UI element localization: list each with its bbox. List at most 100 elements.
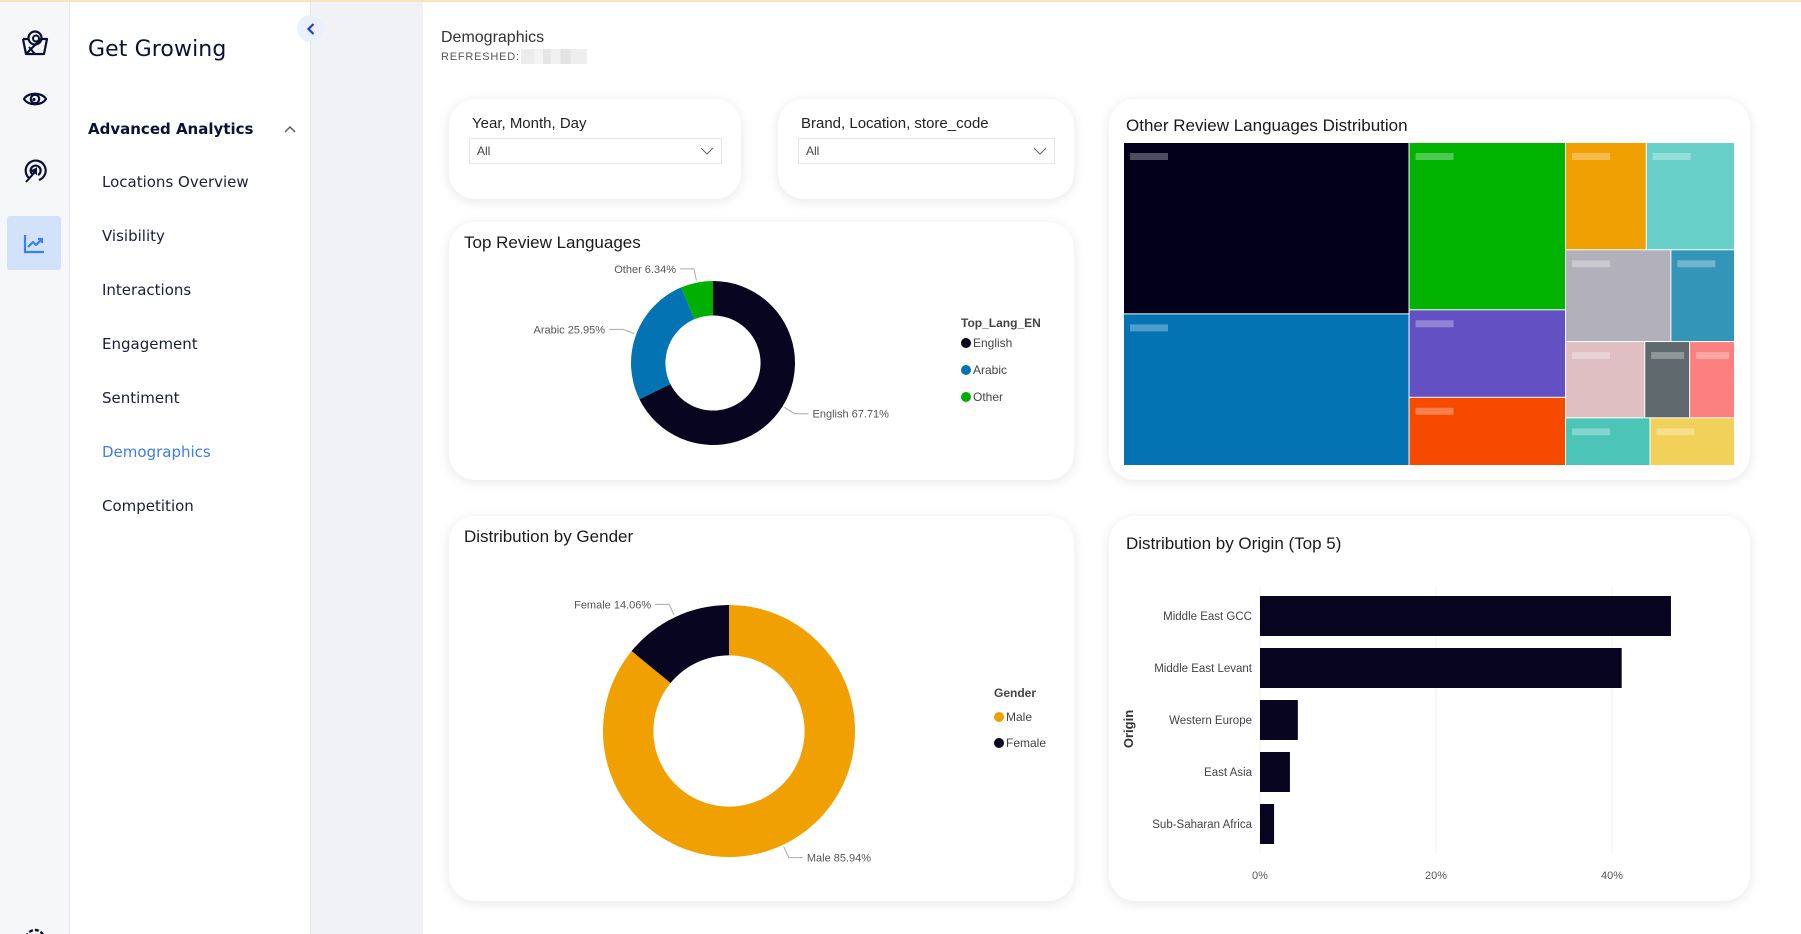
nav-item-demographics[interactable]: Demographics [102,443,211,461]
bar-middle-east-gcc[interactable] [1260,596,1671,636]
filter-card-date: Year, Month, Day All [449,99,741,199]
bar-middle-east-levant[interactable] [1260,648,1622,688]
trend-chart-icon [23,235,44,254]
nav-item-sentiment[interactable]: Sentiment [102,389,180,407]
treemap-tile[interactable] [1124,143,1409,314]
treemap-tile-label-redacted [1652,153,1691,160]
treemap-tile-label-redacted [1677,260,1716,268]
leader-line [655,603,675,616]
bar-western-europe[interactable] [1260,700,1298,740]
leader-line [680,268,697,281]
rail-interactions-button[interactable] [0,144,70,198]
donut-slice-arabic[interactable] [631,287,695,400]
treemap-tile-label-redacted [1651,352,1685,360]
donut-slice-english[interactable] [639,281,795,445]
chevron-down-icon [700,147,714,155]
leader-line [784,406,809,415]
origin-distribution-card: Distribution by Origin (Top 5) Middle Ea… [1109,516,1750,901]
treemap-tile[interactable] [1650,418,1734,465]
legend-title: Top_Lang_EN [961,316,1041,330]
dropdown-value: All [477,144,491,158]
nav-item-interactions[interactable]: Interactions [102,281,192,299]
filter-label: Year, Month, Day [472,115,587,132]
treemap-tile[interactable] [1671,250,1734,342]
basket-logo-icon [21,30,49,56]
legend-item-other[interactable]: Other [973,390,1003,404]
treemap-tile[interactable] [1566,418,1650,465]
languages-donut-chart: English 67.71% Arabic 25.95% Other 6.34% T… [534,264,1041,445]
legend-item-english[interactable]: English [973,336,1012,350]
treemap-tile[interactable] [1566,143,1646,250]
gender-distribution-card: Distribution by Gender Male 85.94% Female… [449,516,1074,901]
data-label: English 67.71% [813,409,890,421]
nav-item-locations-overview[interactable]: Locations Overview [102,173,249,191]
treemap-tile[interactable] [1409,397,1566,465]
legend-swatch [961,392,971,402]
dropdown-value: All [806,144,820,158]
chevron-up-icon [284,126,296,133]
data-label: Other 6.34% [614,264,676,276]
x-tick-label: 0% [1252,870,1268,882]
treemap-tile-label-redacted [1572,153,1611,160]
top-review-languages-card: Top Review Languages English 67.71% Arabi… [449,222,1074,480]
rail-settings-button[interactable] [0,912,70,934]
legend-swatch [961,365,971,375]
donut-slice-other[interactable] [681,281,713,320]
data-label: Female 14.06% [574,599,651,611]
collapse-nav-button[interactable] [297,15,324,42]
legend-title: Gender [994,686,1036,700]
languages-treemap [1124,143,1734,465]
nav-section-advanced-analytics[interactable]: Advanced Analytics [88,118,298,140]
leader-line [783,846,803,859]
brand-filter-dropdown[interactable]: All [798,138,1055,164]
treemap-tile-label-redacted [1572,352,1611,360]
legend-item-female[interactable]: Female [1006,736,1046,750]
nav-item-competition[interactable]: Competition [102,497,194,515]
legend-item-arabic[interactable]: Arabic [973,363,1007,377]
filter-label: Brand, Location, store_code [801,115,989,132]
bar-sub-saharan-africa[interactable] [1260,804,1275,844]
treemap-tile-label-redacted [1415,153,1454,160]
card-title: Distribution by Gender [464,527,634,546]
treemap-tile-label-redacted [1572,260,1611,268]
rail-analytics-button[interactable] [7,216,61,270]
donut-slice-female[interactable] [631,605,729,684]
treemap-tile[interactable] [1690,342,1734,418]
gender-donut-chart: Male 85.94% Female 14.06% Gender Male Fema… [574,599,1046,865]
data-label: Arabic 25.95% [534,324,606,336]
treemap-tile[interactable] [1646,143,1734,250]
card-title: Other Review Languages Distribution [1126,116,1408,135]
category-label: Sub-Saharan Africa [1152,819,1252,831]
legend-swatch [994,712,1004,722]
rail-visibility-button[interactable] [0,72,70,126]
brand-title: Get Growing [88,37,227,62]
x-tick-label: 40% [1601,870,1623,882]
treemap-tile[interactable] [1409,310,1566,397]
origin-bar-chart: Middle East GCC Middle East Levant Western… [1121,586,1671,882]
nav-item-visibility[interactable]: Visibility [102,227,165,245]
gear-icon [26,928,44,934]
date-filter-dropdown[interactable]: All [469,138,722,164]
treemap-tile[interactable] [1124,314,1409,465]
nav-item-engagement[interactable]: Engagement [102,335,198,353]
treemap-tile-label-redacted [1130,324,1168,332]
treemap-tile-label-redacted [1656,428,1695,436]
legend-item-male[interactable]: Male [1006,710,1032,724]
treemap-tile[interactable] [1409,143,1566,310]
other-languages-card: Other Review Languages Distribution [1109,99,1750,480]
nav-section-label: Advanced Analytics [88,120,254,138]
refreshed-stamp: REFRESHED: [441,49,587,64]
rail-home-button[interactable] [0,16,70,70]
donut-slice-male[interactable] [603,605,855,857]
treemap-tile-label-redacted [1130,153,1168,160]
target-click-icon [24,159,47,183]
leader-line [609,328,635,335]
treemap-tile[interactable] [1645,342,1690,418]
treemap-tile[interactable] [1566,342,1645,418]
data-label: Male 85.94% [807,853,871,865]
treemap-tile[interactable] [1566,250,1671,342]
bar-east-asia[interactable] [1260,752,1290,792]
page-title: Demographics [441,29,545,46]
refreshed-label: REFRESHED: [441,50,520,63]
treemap-tile-label-redacted [1696,352,1729,360]
